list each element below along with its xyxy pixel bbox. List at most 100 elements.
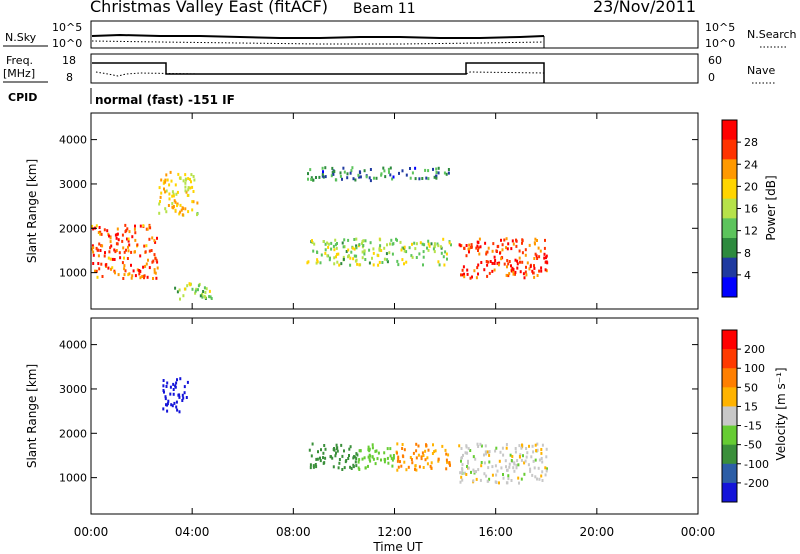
time-tick-label: 04:00 — [175, 525, 210, 539]
velocity-echo-cell — [359, 449, 362, 453]
velocity-echo-cell — [505, 443, 508, 446]
velocity-echo-cell — [316, 457, 319, 461]
velocity-echo-cell — [183, 385, 186, 389]
velocity-echo-cell — [337, 466, 340, 470]
power-echo-cell — [435, 176, 438, 180]
power-echo-cell — [119, 256, 122, 260]
time-tick-label: 16:00 — [478, 525, 513, 539]
power-echo-cell — [427, 169, 430, 173]
power-echo-cell — [335, 246, 338, 250]
power-echo-cell — [523, 276, 526, 280]
velocity-echo-cell — [502, 473, 504, 476]
power-echo-cell — [388, 251, 391, 255]
velocity-echo-cell — [324, 456, 327, 460]
velocity-echo-cell — [399, 460, 401, 464]
power-echo-cell — [162, 181, 165, 185]
velocity-echo-cell — [409, 456, 412, 459]
power-swatch — [722, 277, 737, 298]
velocity-echo-cell — [422, 454, 425, 457]
velocity-echo-cell — [338, 458, 341, 461]
power-echo-cell — [528, 267, 531, 271]
power-echo-cell — [334, 243, 337, 247]
velocity-swatch — [722, 406, 737, 427]
power-y-tick-label: 4000 — [59, 134, 87, 147]
power-echo-cell — [340, 262, 343, 266]
power-echo-cell — [92, 250, 95, 254]
velocity-echo-cell — [527, 463, 530, 467]
power-echo-cell — [160, 191, 163, 195]
power-echo-cell — [118, 251, 121, 255]
power-echo-cell — [155, 276, 158, 280]
power-echo-cell — [156, 266, 159, 270]
power-echo-cell — [503, 262, 506, 266]
power-echo-cell — [497, 263, 500, 267]
power-echo-cell — [387, 167, 390, 171]
power-echo-cell — [487, 260, 490, 264]
velocity-echo-cell — [518, 444, 521, 448]
power-echo-cell — [158, 202, 161, 206]
power-echo-cell — [160, 178, 163, 182]
power-echo-cell — [195, 287, 198, 291]
velocity-echo-cell — [479, 478, 482, 482]
velocity-echo-cell — [361, 457, 364, 461]
power-echo-cell — [139, 224, 142, 228]
velocity-echo-cell — [350, 467, 353, 470]
power-echo-cell — [142, 224, 145, 228]
power-echo-cell — [401, 246, 404, 250]
power-echo-cell — [442, 255, 445, 259]
velocity-echo-cell — [531, 473, 534, 477]
power-echo-cell — [403, 249, 406, 253]
velocity-echo-cell — [467, 466, 470, 470]
power-echo-cell — [150, 249, 153, 252]
velocity-echo-cell — [546, 467, 548, 471]
power-echo-cell — [176, 204, 178, 208]
power-echo-cell — [446, 257, 448, 261]
power-echo-cell — [362, 244, 365, 247]
velocity-echo-cell — [449, 463, 451, 467]
velocity-echo-cell — [371, 455, 374, 459]
velocity-echo-cell — [477, 445, 480, 448]
power-echo-cell — [165, 189, 168, 193]
power-echo-cell — [487, 246, 490, 250]
velocity-echo-cell — [348, 454, 350, 457]
power-echo-cell — [316, 250, 318, 254]
power-echo-cell — [177, 172, 180, 176]
power-echo-cell — [515, 238, 517, 242]
velocity-echo-cell — [396, 442, 399, 446]
power-echo-cell — [411, 242, 413, 246]
power-echo-cell — [503, 238, 506, 242]
power-echo-cell — [179, 210, 182, 214]
power-echo-cell — [375, 176, 378, 180]
power-echo-cell — [138, 272, 141, 276]
velocity-echo-cell — [521, 443, 523, 447]
power-echo-cell — [164, 180, 167, 184]
velocity-echo-cell — [499, 450, 502, 454]
power-echo-cell — [113, 248, 116, 252]
power-echo-cell — [389, 242, 391, 246]
power-echo-cell — [511, 239, 514, 243]
power-echo-cell — [99, 249, 102, 252]
power-echo-cell — [413, 241, 416, 245]
power-echo-cell — [114, 271, 116, 275]
power-echo-cell — [534, 252, 537, 256]
velocity-echo-cell — [171, 404, 174, 408]
power-echo-cell — [179, 203, 182, 207]
power-echo-cell — [99, 230, 102, 234]
power-echo-cell — [514, 270, 517, 274]
velocity-echo-cell — [397, 457, 400, 461]
power-echo-cell — [418, 252, 421, 256]
velocity-echo-cell — [475, 470, 477, 474]
power-echo-cell — [341, 177, 343, 181]
power-echo-cell — [127, 249, 130, 253]
power-echo-cell — [427, 248, 430, 252]
power-echo-cell — [358, 263, 361, 267]
power-y-axis: 1000 2000 3000 4000 — [59, 134, 698, 280]
power-echo-cell — [357, 173, 360, 177]
power-echo-cell — [380, 249, 383, 252]
power-echo-cell — [333, 170, 336, 173]
power-echo-cell — [126, 257, 129, 260]
power-echo-cell — [153, 253, 156, 257]
velocity-echo-cell — [534, 443, 537, 447]
velocity-echo-cell — [175, 381, 178, 385]
power-echo-cell — [501, 243, 504, 247]
